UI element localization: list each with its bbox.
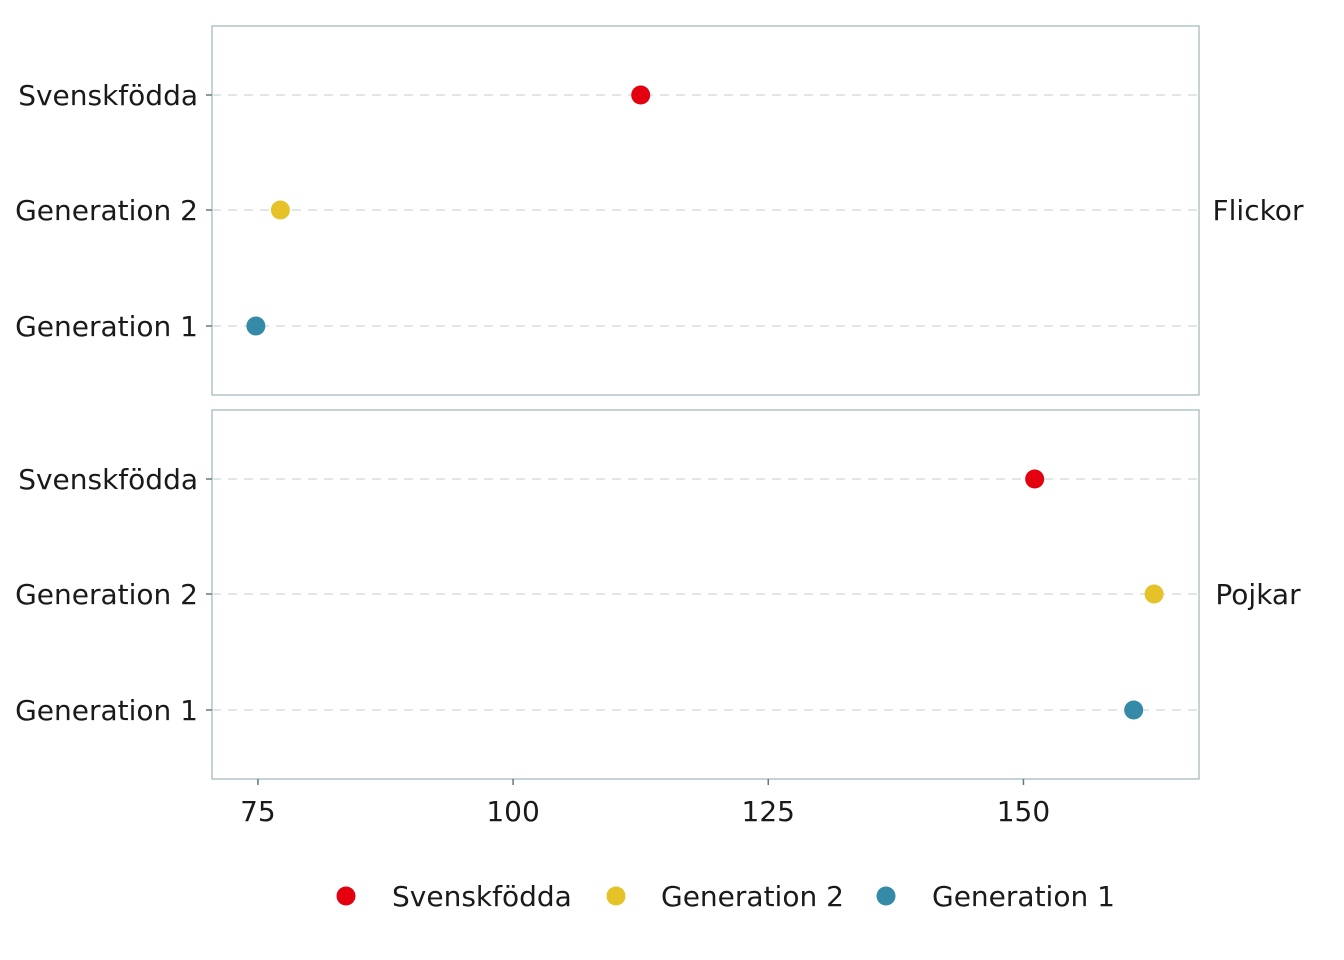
y-tick-label: Generation 2 [15,194,198,227]
facet-panels: Svenskfödda Generation 2 Generation 1 Flick… [15,25,1304,780]
facet-label: Pojkar [1215,578,1301,611]
legend-swatch [606,886,626,906]
legend-item: Svenskfödda [336,880,572,913]
data-point [270,200,290,220]
legend-item: Generation 2 [606,880,844,913]
x-tick-label: 75 [240,795,276,828]
x-tick-label: 150 [997,795,1050,828]
facet-label: Flickor [1213,194,1304,227]
y-tick-label: Generation 2 [15,578,198,611]
x-axis: 75 100 125 150 [240,779,1050,828]
legend-swatch [336,886,356,906]
data-point [246,316,266,336]
legend: Svenskfödda Generation 2 Generation 1 [336,880,1115,913]
y-tick-label: Generation 1 [15,310,198,343]
y-tick-label: Svenskfödda [18,463,198,496]
facet-panel-flickor: Svenskfödda Generation 2 Generation 1 Flick… [15,25,1304,396]
data-point [1124,700,1144,720]
facet-panel-pojkar: Svenskfödda Generation 2 Generation 1 Pojka… [15,409,1301,780]
y-tick-label: Svenskfödda [18,79,198,112]
legend-item: Generation 1 [876,880,1115,913]
data-point [1025,469,1045,489]
data-point [1144,584,1164,604]
data-point [631,85,651,105]
legend-swatch [876,886,896,906]
legend-label: Generation 2 [661,880,844,913]
y-tick-label: Generation 1 [15,694,198,727]
legend-label: Svenskfödda [392,880,572,913]
x-tick-label: 125 [742,795,795,828]
legend-label: Generation 1 [932,880,1115,913]
x-tick-label: 100 [486,795,539,828]
